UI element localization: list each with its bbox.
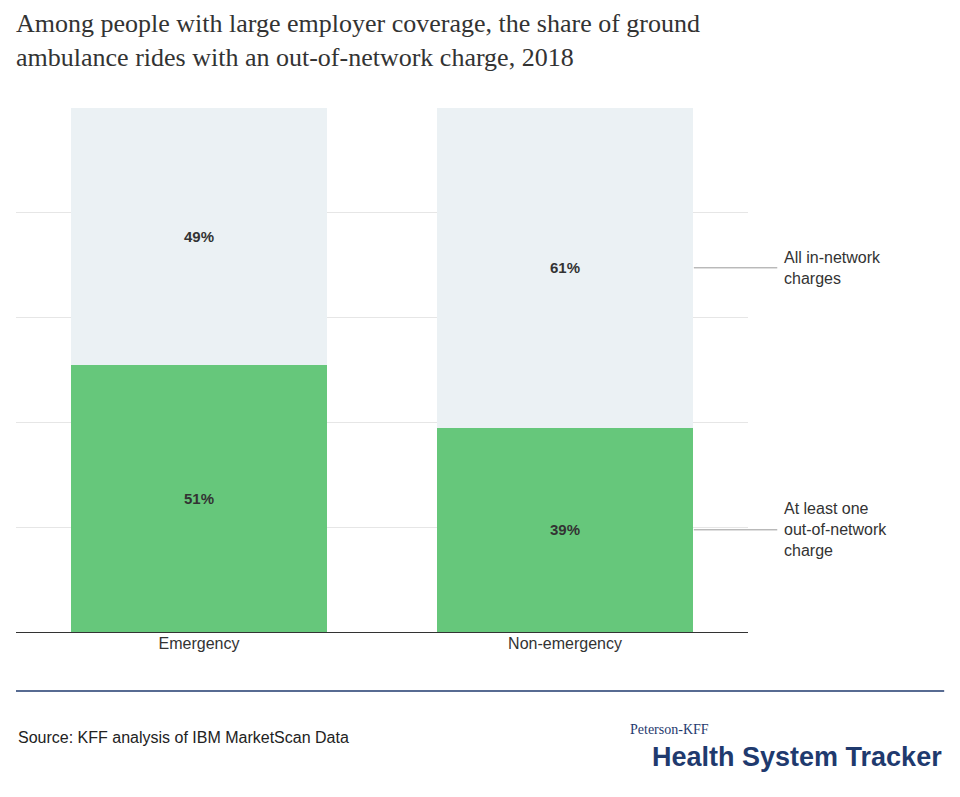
svg-text:49%: 49% (184, 228, 214, 245)
svg-text:Source: KFF analysis of IBM Ma: Source: KFF analysis of IBM MarketScan D… (18, 729, 349, 746)
svg-text:39%: 39% (550, 521, 580, 538)
svg-text:All in-networkcharges: All in-networkcharges (784, 249, 881, 287)
svg-text:61%: 61% (550, 259, 580, 276)
svg-text:51%: 51% (184, 490, 214, 507)
svg-text:Peterson-KFF: Peterson-KFF (630, 722, 709, 737)
svg-text:Among people with large employ: Among people with large employer coverag… (16, 9, 700, 72)
svg-text:Emergency: Emergency (159, 635, 240, 652)
svg-text:At least oneout-of-networkchar: At least oneout-of-networkcharge (784, 500, 887, 559)
svg-text:Non-emergency: Non-emergency (508, 635, 622, 652)
svg-text:Health System Tracker: Health System Tracker (652, 742, 942, 772)
